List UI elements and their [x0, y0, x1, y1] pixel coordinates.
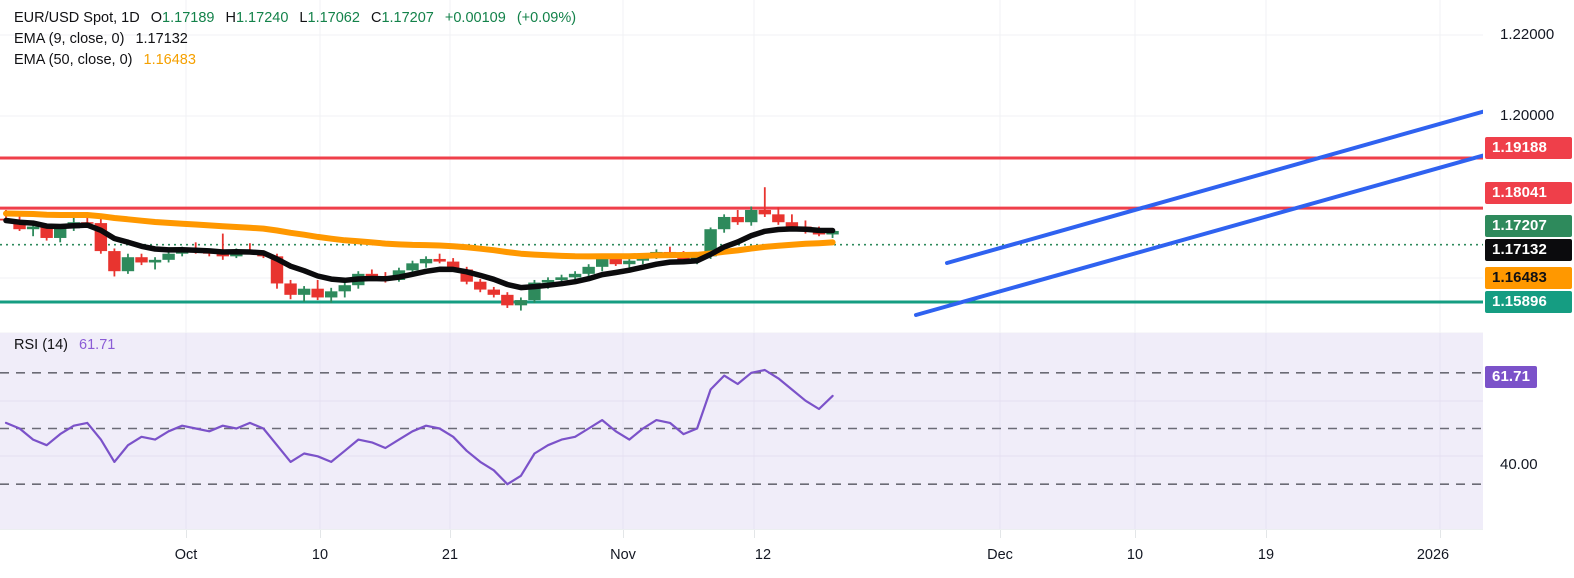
time-gridline-tick	[754, 530, 755, 538]
time-label-12: 12	[754, 547, 772, 563]
time-gridline-tick	[1135, 530, 1136, 538]
rsi-pane[interactable]	[0, 333, 1483, 529]
time-label-10: 10	[311, 547, 329, 563]
price-axis[interactable]: 1.22000 1.20000 1.19188 1.18041 1.17207 1.171…	[1483, 0, 1574, 556]
price-plot	[0, 0, 1483, 333]
time-label-21: 21	[441, 547, 459, 563]
time-gridline-tick	[1000, 530, 1001, 538]
price-tick-1: 1.20000	[1500, 107, 1555, 124]
time-gridline-tick	[450, 530, 451, 538]
rsi-plot	[0, 333, 1483, 529]
time-gridline-tick	[1440, 530, 1441, 538]
price-tag-1.18041[interactable]: 1.18041	[1485, 182, 1572, 204]
time-label-Oct: Oct	[174, 547, 198, 563]
time-gridline-tick	[1266, 530, 1267, 538]
time-gridline-tick	[186, 530, 187, 538]
rsi-tag[interactable]: 61.71	[1485, 366, 1538, 388]
rsi-tick-0: 40.00	[1500, 456, 1538, 473]
time-gridline-tick	[320, 530, 321, 538]
price-tag-1.16483[interactable]: 1.16483	[1485, 267, 1572, 289]
time-label-19: 19	[1257, 547, 1275, 563]
time-label-Nov: Nov	[610, 547, 636, 563]
time-label-Dec: Dec	[987, 547, 1013, 563]
time-axis[interactable]: Oct 10 21 Nov 12 Dec 10 19 2026	[0, 529, 1574, 578]
price-tick-0: 1.22000	[1500, 26, 1555, 43]
time-label-10: 10	[1126, 547, 1144, 563]
price-pane[interactable]	[0, 0, 1483, 333]
time-label-2026: 2026	[1416, 547, 1450, 563]
price-tag-1.17132[interactable]: 1.17132	[1485, 239, 1572, 261]
price-tag-1.15896[interactable]: 1.15896	[1485, 291, 1572, 313]
price-tag-1.19188[interactable]: 1.19188	[1485, 137, 1572, 159]
time-gridline-tick	[623, 530, 624, 538]
price-tag-1.17207[interactable]: 1.17207	[1485, 215, 1572, 237]
